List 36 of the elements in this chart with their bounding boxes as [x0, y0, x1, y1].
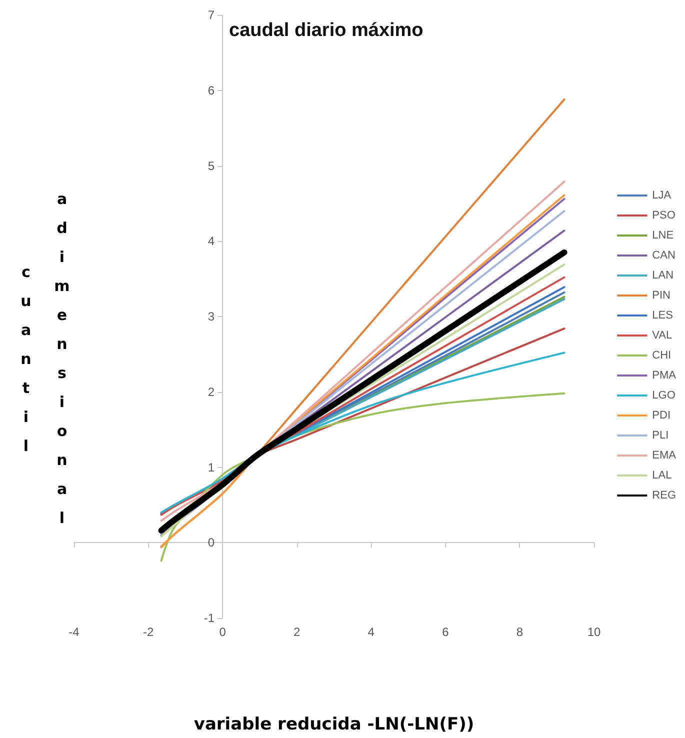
- legend-label: CAN: [652, 250, 676, 262]
- legend-label: REG: [652, 490, 676, 502]
- legend-label: LAN: [652, 270, 674, 282]
- legend-label: LJA: [652, 190, 672, 202]
- y-tick-label: 4: [208, 234, 215, 248]
- legend-label: PMA: [652, 370, 677, 382]
- legend-label: EMA: [652, 450, 677, 462]
- chart-title: caudal diario máximo: [229, 20, 424, 41]
- x-tick-label: 0: [219, 625, 226, 639]
- y-tick-label: -1: [204, 611, 215, 625]
- y-tick-label: 0: [208, 536, 215, 550]
- y-tick-label: 1: [208, 460, 215, 474]
- x-tick-label: -4: [68, 625, 80, 639]
- x-tick-label: 4: [368, 625, 375, 639]
- legend-label: PSO: [652, 210, 676, 222]
- legend-label: PIN: [652, 290, 671, 302]
- x-tick-label: -2: [142, 625, 154, 639]
- legend-label: LAL: [652, 470, 672, 482]
- legend-label: PLI: [652, 430, 669, 442]
- legend-label: LNE: [652, 230, 674, 242]
- legend-label: PDI: [652, 410, 671, 422]
- y-tick-label: 5: [208, 158, 215, 173]
- text: cuantil adimensional: [17, 190, 71, 538]
- y-tick-label: 6: [208, 83, 215, 98]
- x-tick-label: 2: [294, 625, 301, 639]
- x-tick-label: 6: [442, 625, 450, 639]
- y-tick-label: 3: [208, 310, 215, 324]
- x-axis-title: variable reducida -LN(-LN(F)): [194, 714, 474, 734]
- legend-label: LGO: [652, 390, 676, 402]
- legend-label: CHI: [652, 350, 672, 362]
- x-tick-label: 10: [587, 625, 601, 639]
- legend-label: LES: [652, 310, 673, 322]
- legend-label: VAL: [652, 330, 672, 342]
- x-tick-label: 8: [516, 625, 524, 639]
- y-tick-label: 7: [208, 8, 215, 22]
- y-tick-label: 2: [208, 384, 215, 399]
